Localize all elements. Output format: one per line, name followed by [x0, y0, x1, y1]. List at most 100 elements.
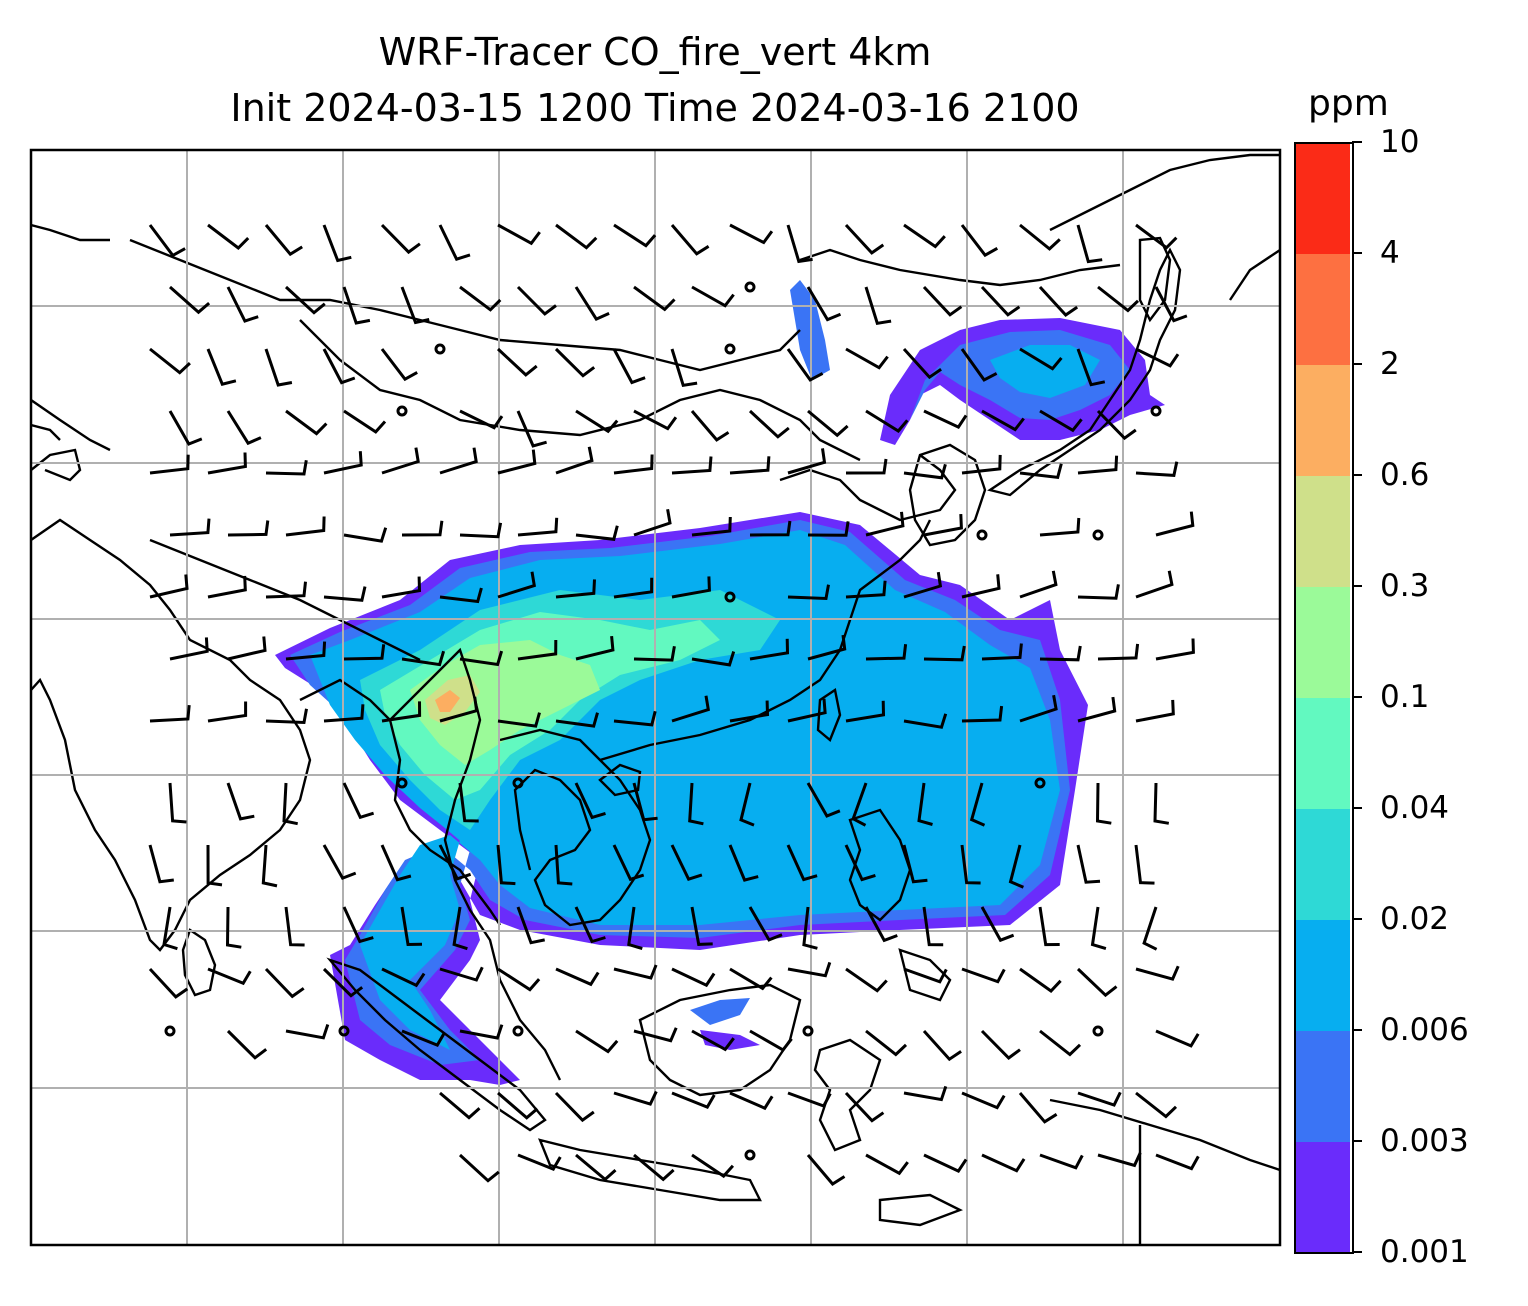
wind-barb [264, 967, 305, 999]
wind-barb [729, 456, 771, 475]
wind-barb [613, 964, 658, 980]
map-title-line1: WRF-Tracer CO_fire_vert 4km [378, 30, 932, 74]
wind-barb [845, 347, 889, 370]
colorbar-tick-label: 0.3 [1380, 568, 1430, 604]
wind-barb [496, 347, 538, 377]
wind-barb [381, 967, 426, 988]
wind-barb [671, 967, 716, 988]
wind-barb [903, 571, 943, 599]
wind-barb [1077, 455, 1119, 475]
wind-barb [787, 698, 827, 723]
wind-barb [612, 348, 646, 385]
wind-barb [517, 639, 558, 661]
wind-barb [749, 638, 790, 661]
wind-barb [207, 223, 250, 250]
wind-barb [555, 579, 596, 599]
wind-barb [1097, 1152, 1142, 1168]
wind-barb [227, 636, 267, 661]
wind-barb [381, 701, 422, 723]
wind-barb [806, 782, 841, 818]
wind-barb [439, 1091, 481, 1120]
wind-barb [497, 967, 541, 992]
wind-barb [902, 844, 928, 884]
colorbar-tick-label: 0.02 [1380, 901, 1450, 937]
wind-barb [728, 844, 759, 882]
wind-barb [691, 1029, 735, 1052]
wind-barb [380, 348, 418, 382]
map-frame [29, 148, 1282, 1247]
wind-barb [917, 782, 933, 826]
wind-barb [980, 285, 1021, 317]
wind-barb [806, 286, 842, 322]
wind-barb [627, 906, 643, 950]
wind-barb [865, 644, 908, 661]
wind-barb [903, 1085, 948, 1102]
wind-barb [554, 1091, 595, 1123]
wind-barb [343, 644, 386, 661]
colorbar-tick-mark [1352, 1029, 1362, 1031]
wind-calm-marker [744, 1149, 756, 1161]
wind-barb [401, 520, 444, 537]
wind-barb [922, 1029, 962, 1062]
wind-barb [381, 447, 420, 475]
wind-barb [496, 844, 516, 886]
wind-barb [149, 574, 189, 599]
wind-barb [555, 712, 599, 728]
wind-barb [633, 646, 676, 662]
wind-barb [923, 409, 968, 430]
wind-barb [516, 906, 546, 945]
wind-barb [844, 844, 876, 882]
colorbar-segment [1294, 1030, 1350, 1142]
wind-barb [226, 286, 259, 323]
wind-barb [555, 446, 594, 475]
wind-barb [206, 844, 223, 887]
wind-barb [400, 906, 423, 947]
wind-barb [226, 410, 262, 446]
wind-barb [1134, 844, 1155, 885]
wind-barb [285, 409, 328, 436]
coast-timor [878, 1193, 963, 1227]
coast-bay-bengal [299, 678, 501, 926]
wind-barb [1090, 906, 1107, 951]
wind-barb [981, 1153, 1026, 1173]
wind-barb [517, 517, 559, 537]
wind-barb [497, 712, 541, 728]
wind-barb [322, 967, 364, 998]
wind-barb [1077, 584, 1120, 600]
wind-barb [1018, 1092, 1058, 1124]
wind-barb [555, 223, 598, 250]
wind-barb [845, 580, 887, 599]
wind-barb [439, 696, 479, 723]
wind-barb [960, 224, 999, 258]
wind-barb [729, 223, 774, 245]
colorbar-tick-mark [1352, 474, 1362, 476]
wind-barb [207, 701, 248, 723]
coast-sakhalin [1138, 236, 1172, 323]
wind-barb [284, 285, 326, 315]
wind-barb [207, 452, 247, 475]
wind-barb [961, 1091, 1006, 1110]
coast-newguinea [1049, 1098, 1280, 1245]
tracer-plume-japan-core [990, 345, 1100, 398]
wind-barb [438, 224, 471, 262]
tracer-plume-borneo [690, 998, 750, 1025]
wind-barb [961, 967, 1006, 984]
wind-barb [1076, 844, 1101, 884]
wind-barb [613, 223, 657, 248]
colorbar-tick-label: 0.1 [1380, 679, 1430, 715]
wind-barb [1039, 1153, 1084, 1170]
tracer-plume-1 [410, 640, 600, 765]
wind-barb [497, 449, 537, 475]
wind-barb [671, 1091, 716, 1109]
wind-barb [401, 650, 446, 667]
wind-barb [1008, 844, 1024, 889]
wind-barb [322, 348, 356, 385]
coast-russia [1049, 153, 1280, 301]
wind-barb [1019, 694, 1058, 723]
colorbar-tick-label: 0.003 [1380, 1123, 1469, 1159]
wind-barb [323, 704, 365, 723]
wind-barb [342, 906, 374, 944]
colorbar-tick-label: 0.6 [1380, 457, 1430, 493]
wind-calm-marker [1150, 405, 1162, 417]
wind-barb [786, 224, 813, 264]
